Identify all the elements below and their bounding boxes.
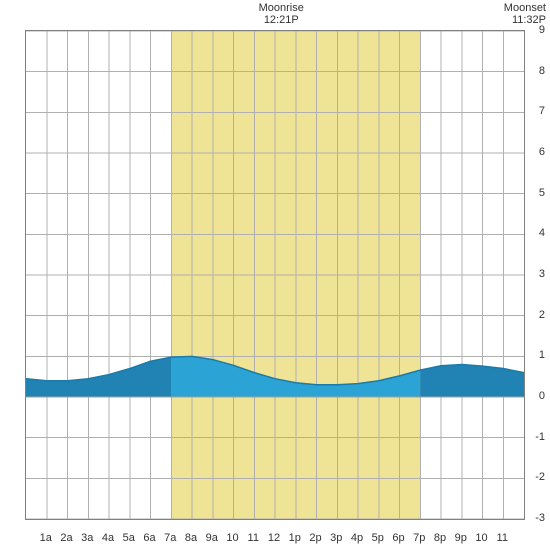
y-tick-label: 2 <box>525 309 545 321</box>
x-tick-label: 9p <box>455 532 467 544</box>
x-tick-label: 8p <box>434 532 446 544</box>
y-tick-label: 5 <box>525 187 545 199</box>
y-tick-label: 4 <box>525 227 545 239</box>
x-tick-label: 3a <box>81 532 93 544</box>
plot-border <box>25 30 525 520</box>
x-tick-label: 5a <box>123 532 135 544</box>
x-tick-label: 2p <box>309 532 321 544</box>
x-tick-label: 6a <box>143 532 155 544</box>
x-tick-label: 1a <box>40 532 52 544</box>
moonrise-title: Moonrise <box>256 2 306 14</box>
x-tick-label: 11 <box>497 532 508 544</box>
y-tick-label: 3 <box>525 268 545 280</box>
y-tick-label: -2 <box>525 471 545 483</box>
x-tick-label: 9a <box>206 532 218 544</box>
x-tick-label: 3p <box>330 532 342 544</box>
moonrise-time: 12:21P <box>256 14 306 26</box>
x-tick-label: 4a <box>102 532 114 544</box>
y-tick-label: 9 <box>525 24 545 36</box>
x-tick-label: 11 <box>248 532 259 544</box>
x-tick-label: 2a <box>60 532 72 544</box>
y-tick-label: 6 <box>525 146 545 158</box>
x-tick-label: 6p <box>392 532 404 544</box>
x-tick-label: 8a <box>185 532 197 544</box>
y-tick-label: -1 <box>525 431 545 443</box>
plot-area <box>26 31 524 519</box>
x-tick-label: 10 <box>226 532 238 544</box>
y-tick-label: 7 <box>525 105 545 117</box>
x-tick-label: 5p <box>372 532 384 544</box>
y-tick-label: 1 <box>525 349 545 361</box>
tide-chart: Moonrise 12:21P Moonset 11:32P -3-2-1012… <box>0 0 550 550</box>
moonset-title: Moonset <box>504 2 546 14</box>
y-tick-label: 8 <box>525 65 545 77</box>
y-tick-label: -3 <box>525 512 545 524</box>
x-tick-label: 4p <box>351 532 363 544</box>
y-tick-label: 0 <box>525 390 545 402</box>
x-tick-label: 7a <box>164 532 176 544</box>
x-tick-label: 10 <box>475 532 487 544</box>
moonset-label: Moonset 11:32P <box>504 2 546 26</box>
moonrise-label: Moonrise 12:21P <box>256 2 306 26</box>
x-tick-label: 1p <box>289 532 301 544</box>
x-tick-label: 7p <box>413 532 425 544</box>
x-tick-label: 12 <box>268 532 280 544</box>
